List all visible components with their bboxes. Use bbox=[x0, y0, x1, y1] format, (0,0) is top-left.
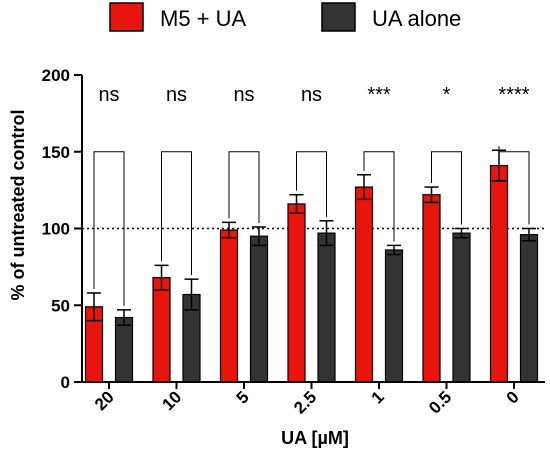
x-tick-label-0: 20 bbox=[91, 387, 118, 414]
bar-0-3 bbox=[287, 203, 306, 383]
y-tick-label-4: 200 bbox=[42, 66, 70, 85]
significance-bracket-4 bbox=[363, 151, 395, 242]
bar-0-2 bbox=[219, 229, 239, 383]
y-tick-label-0: 0 bbox=[61, 373, 70, 392]
significance-label-3: ns bbox=[301, 84, 322, 106]
significance-bracket-3 bbox=[296, 151, 327, 217]
significance-bracket-0 bbox=[93, 151, 125, 306]
significance-bracket-2 bbox=[228, 151, 260, 223]
bar-0-6 bbox=[489, 164, 509, 383]
significance-label-6: **** bbox=[498, 84, 529, 106]
significance-bracket-6 bbox=[498, 146, 530, 225]
y-tick-label-2: 100 bbox=[42, 220, 70, 239]
legend-swatch-0 bbox=[109, 2, 144, 32]
bar-1-3 bbox=[317, 232, 336, 383]
legend-label-0: M5 + UA bbox=[160, 6, 247, 31]
y-tick-label-3: 150 bbox=[42, 143, 70, 162]
x-tick-label-2: 5 bbox=[233, 387, 253, 407]
y-axis-title: % of untreated control bbox=[8, 109, 28, 300]
x-tick-label-5: 0.5 bbox=[425, 387, 455, 417]
significance-label-1: ns bbox=[166, 84, 187, 106]
significance-bracket-1 bbox=[161, 151, 192, 276]
significance-brackets-group: ns ns ns ns *** * **** bbox=[93, 84, 530, 306]
x-tick-label-1: 10 bbox=[159, 387, 186, 414]
bar-1-5 bbox=[452, 232, 471, 383]
bar-1-4 bbox=[384, 249, 404, 383]
significance-label-0: ns bbox=[98, 84, 119, 106]
significance-label-4: *** bbox=[367, 84, 391, 106]
legend-label-1: UA alone bbox=[372, 6, 461, 31]
significance-bracket-5 bbox=[431, 151, 462, 225]
x-tick-label-6: 0 bbox=[503, 387, 523, 407]
legend: M5 + UA UA alone bbox=[109, 2, 461, 32]
y-tick-label-1: 50 bbox=[51, 296, 70, 315]
x-tick-label-3: 2.5 bbox=[290, 387, 320, 417]
significance-label-5: * bbox=[443, 84, 451, 106]
bar-1-0 bbox=[114, 316, 134, 383]
significance-label-2: ns bbox=[233, 84, 254, 106]
bar-1-6 bbox=[519, 234, 539, 383]
x-axis-title: UA [µM] bbox=[281, 428, 349, 448]
bar-1-2 bbox=[249, 235, 269, 383]
error-bars-group bbox=[87, 149, 536, 326]
legend-swatch-1 bbox=[321, 2, 356, 32]
bars-group bbox=[84, 164, 539, 383]
bar-0-1 bbox=[152, 277, 171, 383]
x-tick-label-4: 1 bbox=[368, 387, 388, 407]
bar-0-5 bbox=[422, 194, 441, 383]
bar-0-4 bbox=[354, 186, 374, 383]
